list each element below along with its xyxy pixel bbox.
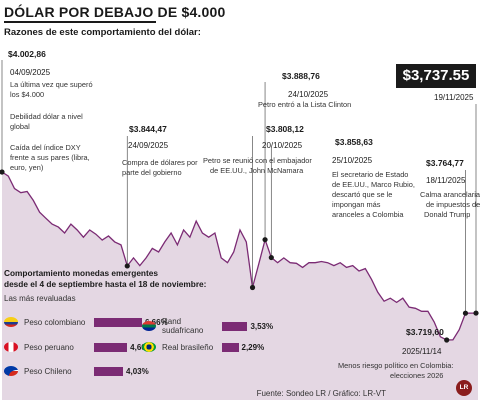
annotation-oct20-date: 20/10/2025: [262, 141, 303, 150]
annotation-oct20-note-1: Petro se reunió con el embajador: [203, 156, 312, 165]
data-marker: [249, 284, 256, 291]
annotation-oct25-note-4: impongan más: [332, 200, 381, 209]
annotation-start-note-5: global: [10, 122, 30, 131]
currency-bar: [94, 366, 124, 376]
currency-name: Real brasileño: [162, 342, 214, 352]
annotation-nov14-value: $3.719,60: [406, 327, 444, 337]
annotation-oct24-note-1: Petro entró a la Lista Clinton: [258, 100, 351, 109]
data-marker: [444, 337, 450, 343]
currency-value: 6,66%: [145, 317, 168, 327]
colombia-flag-icon: [4, 317, 18, 327]
data-marker: [262, 237, 268, 243]
annotation-oct25-note-2: de EE.UU., Marco Rubio,: [332, 180, 415, 189]
annotation-oct25-note-3: descartó que se le: [332, 190, 392, 199]
lr-logo: LR: [456, 380, 472, 396]
annotation-start-note-2: los $4.000: [10, 90, 44, 99]
currency-name: Rand sudafricano: [162, 317, 204, 335]
source-credit: Fuente: Sondeo LR / Gráfico: LR-VT: [256, 389, 386, 398]
annotation-oct25-date: 25/10/2025: [332, 156, 373, 165]
annotation-nov18-note-3: Donald Trump: [424, 210, 470, 219]
annotation-oct25-note-5: aranceles a Colombia: [332, 210, 404, 219]
emerging-title: Comportamiento monedas emergentes desde …: [4, 268, 206, 290]
annotation-oct25-note-1: El secretario de Estado: [332, 170, 408, 179]
emerging-subtitle: Las más revaluadas: [4, 294, 76, 303]
annotation-oct25: $3.858,63 25/10/2025 El secretario de Es…: [332, 137, 415, 219]
annotation-start-note-7: Caída del índice DXY: [10, 143, 81, 152]
currency-bar: [94, 317, 142, 327]
annotation-start-note-1: La última vez que superó: [10, 80, 93, 89]
peru-flag-icon: [4, 342, 18, 352]
emerging-title-line-2: desde el 4 de septiembre hasta el 18 de …: [4, 279, 207, 289]
series-line: [1, 171, 478, 341]
south-africa-flag-icon: [142, 321, 156, 331]
annotation-sep24-note-2: parte del gobierno: [122, 168, 182, 177]
annotation-start-value: $4.002,86: [8, 49, 46, 59]
chile-flag-icon: [4, 366, 18, 376]
annotation-nov14-note-2: elecciones 2026: [390, 371, 443, 380]
annotation-nov14-note-1: Menos riesgo político en Colombia:: [338, 361, 453, 370]
annotation-start-date: 04/09/2025: [10, 68, 51, 77]
annotation-nov18-date: 18/11/2025: [426, 176, 466, 185]
annotation-nov18-note-1: Calma arancelaria: [420, 190, 480, 199]
annotation-nov19-date: 19/11/2025: [434, 93, 474, 102]
emerging-row-peso-colombiano: Peso colombiano 6,66%: [4, 317, 168, 327]
marker-layer: [0, 169, 479, 343]
annotation-oct24-date: 24/10/2025: [288, 90, 329, 99]
page-title: DÓLAR POR DEBAJO DE $4.000: [4, 4, 226, 20]
currency-name: Peso colombiano: [24, 317, 86, 327]
currency-bar: [222, 342, 239, 352]
annotation-sep24-date: 24/09/2025: [128, 141, 169, 150]
data-marker: [462, 310, 469, 316]
data-marker: [268, 254, 274, 261]
emerging-row-rand-sudafricano: Rand sudafricano 3,53%: [142, 317, 273, 335]
annotation-nov14: $3.719,60 2025/11/14 Menos riesgo políti…: [338, 327, 453, 380]
currency-value: 4,60%: [130, 343, 153, 352]
current-price-badge: $3,737.55: [396, 64, 476, 88]
annotation-oct25-value: $3.858,63: [335, 137, 373, 147]
emerging-row-peso-peruano: Peso peruano 4,60%: [4, 342, 153, 352]
data-marker: [0, 169, 5, 175]
leader-lines: [1, 60, 477, 340]
annotation-nov18: $3.764,77 18/11/2025 Calma arancelaria d…: [420, 158, 480, 219]
currency-bar: [94, 342, 128, 352]
annotation-start-note-4: Debilidad dólar a nivel: [10, 112, 83, 121]
annotation-oct20-note-2: de EE.UU., John McNamara: [210, 166, 304, 175]
annotation-sep24-note-1: Compra de dólares por: [122, 158, 198, 167]
title-underline: [4, 21, 156, 23]
data-marker-end: [473, 310, 479, 316]
brazil-flag-icon: [142, 342, 156, 352]
annotation-start: $4.002,86 04/09/2025 La última vez que s…: [8, 49, 93, 172]
chart-subtitle: Razones de este comportamiento del dólar…: [4, 27, 201, 38]
currency-value: 3,53%: [250, 321, 274, 331]
currency-value: 2,29%: [241, 342, 265, 352]
annotation-nov18-value: $3.764,77: [426, 158, 464, 168]
currency-name: Peso Chileno: [24, 366, 72, 376]
emerging-row-peso-chileno: Peso Chileno 4,03%: [4, 366, 149, 376]
annotation-sep24-value: $3.844,47: [129, 124, 167, 134]
annotation-oct24-value: $3.888,76: [282, 71, 320, 81]
annotation-nov18-note-2: de impuestos de: [426, 200, 480, 209]
emerging-row-real-brasileno: Real brasileño 2,29%: [142, 342, 264, 352]
annotation-oct20-value: $3.808,12: [266, 124, 304, 134]
currency-value: 4,03%: [126, 366, 149, 376]
currency-name: Peso peruano: [24, 342, 74, 352]
annotation-oct24: $3.888,76 24/10/2025 Petro entró a la Li…: [258, 71, 351, 109]
annotation-nov14-date: 2025/11/14: [402, 347, 442, 356]
annotation-start-note-8: frente a sus pares (libra,: [10, 153, 90, 162]
currency-bar: [222, 321, 248, 331]
annotation-nov19: 19/11/2025: [434, 93, 474, 102]
annotation-start-note-9: euro, yen): [10, 163, 43, 172]
annotation-oct20: $3.808,12 20/10/2025 Petro se reunió con…: [203, 124, 312, 175]
emerging-title-line-1: Comportamiento monedas emergentes: [4, 268, 158, 278]
annotation-sep24: $3.844,47 24/09/2025 Compra de dólares p…: [122, 124, 198, 177]
data-marker: [124, 263, 130, 269]
